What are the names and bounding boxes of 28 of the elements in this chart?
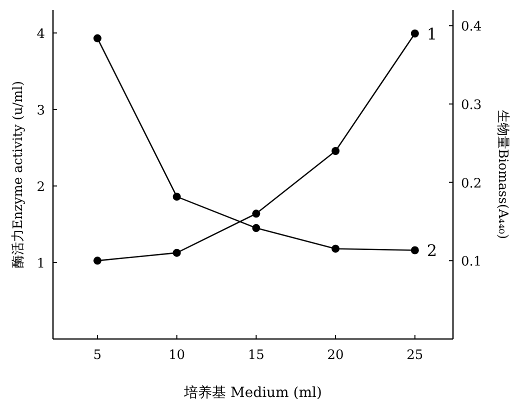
y-tick-label: 4 [36, 26, 45, 42]
x-tick-label: 5 [93, 348, 102, 363]
point [172, 248, 181, 257]
y-tick-label: 3 [36, 103, 45, 118]
point [332, 147, 340, 155]
x-axis-title: 培养基 Medium (ml) [183, 385, 322, 401]
point [410, 30, 419, 38]
y-axis-title: 酶活力Enzyme activity (u/ml) [11, 80, 26, 268]
series-label: 1 [426, 24, 438, 44]
y-tick-label: 1 [36, 256, 45, 272]
y-tick-label: 2 [36, 180, 45, 195]
point [93, 34, 102, 42]
y2-tick-label: 0.1 [461, 254, 482, 270]
y2-tick-label: 0.3 [461, 98, 482, 113]
point [252, 210, 260, 218]
x-tick-label: 20 [327, 348, 344, 363]
y2-axis-title: 生物量Biomass(A₄₄₀) [495, 110, 510, 240]
y2-tick-label: 0.4 [461, 20, 482, 35]
y2-tick-label: 0.2 [461, 176, 482, 192]
x-tick-label: 25 [406, 348, 424, 363]
point [93, 256, 102, 265]
point [252, 224, 260, 232]
point [332, 244, 340, 253]
point [410, 246, 419, 254]
x-tick-label: 15 [248, 348, 264, 363]
point [172, 192, 181, 201]
series-label: 2 [426, 241, 438, 260]
x-tick-label: 10 [168, 348, 186, 363]
